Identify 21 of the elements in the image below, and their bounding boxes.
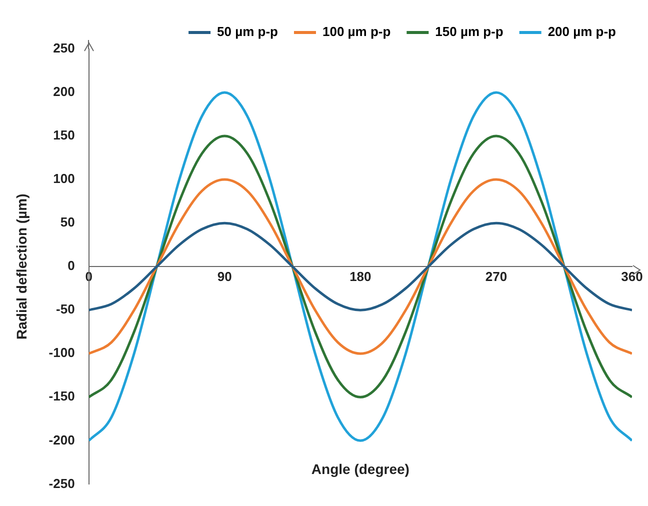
y-tick-label: 0	[68, 258, 75, 274]
y-tick-label: -50	[56, 302, 75, 317]
x-tick-label: 90	[217, 268, 232, 284]
legend-label: 150 µm p-p	[435, 24, 504, 40]
legend-label: 100 µm p-p	[322, 24, 391, 40]
x-tick-label: 270	[485, 268, 508, 284]
x-axis-title: Angle (degree)	[311, 461, 410, 478]
x-tick-label: 360	[621, 268, 643, 284]
legend-label: 50 µm p-p	[217, 24, 278, 40]
y-tick-label: -100	[48, 345, 75, 360]
y-tick-label: -250	[48, 476, 75, 491]
x-tick-label: 180	[350, 268, 372, 284]
y-tick-label: 200	[53, 84, 75, 100]
y-tick-label: 150	[53, 128, 75, 143]
legend-label: 200 µm p-p	[548, 24, 616, 40]
y-tick-label: -200	[48, 432, 75, 448]
y-tick-label: 50	[60, 214, 75, 230]
y-tick-label: -150	[48, 388, 75, 404]
y-tick-label: 100	[53, 171, 75, 186]
y-axis-title: Radial deflection (µm)	[13, 194, 30, 340]
y-tick-label: 250	[53, 40, 75, 56]
